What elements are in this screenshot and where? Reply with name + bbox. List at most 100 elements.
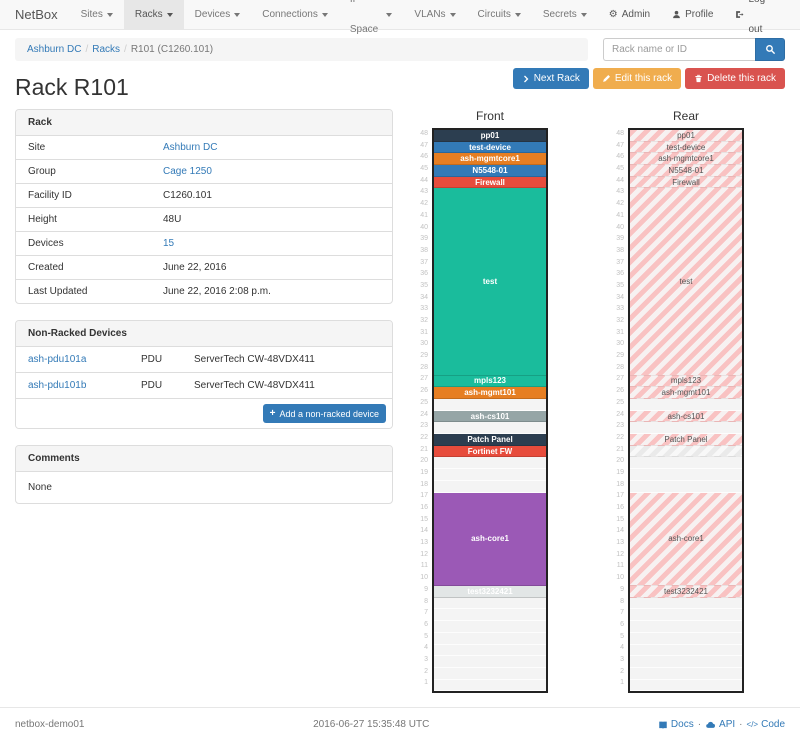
caret-down-icon (580, 12, 587, 17)
attr-label: Height (28, 214, 57, 225)
rack-attr-row: Created June 22, 2016 (16, 256, 392, 280)
nav-item-circuits[interactable]: Circuits (467, 0, 532, 29)
footer-link-api[interactable]: API (705, 719, 735, 730)
front-slot-empty-u1 (434, 679, 546, 692)
unit-number: 22 (616, 433, 624, 441)
attr-value[interactable]: 15 (163, 238, 175, 249)
breadcrumb-item-racks[interactable]: Racks (92, 44, 121, 55)
rear-device-pp01[interactable]: pp01 (630, 130, 742, 142)
rack-attr-row: Site Ashburn DC (16, 136, 392, 160)
front-device-firewall[interactable]: Firewall (434, 176, 546, 189)
breadcrumb-item-ashburn-dc[interactable]: Ashburn DC (27, 44, 82, 55)
attr-value[interactable]: Ashburn DC (163, 142, 218, 153)
nav-item-connections[interactable]: Connections (251, 0, 339, 29)
logout-icon (735, 10, 744, 19)
caret-down-icon (386, 12, 393, 17)
front-device-pp01[interactable]: pp01 (434, 130, 546, 142)
rear-device-n5548-01[interactable]: N5548-01 (630, 165, 742, 177)
user-nav: ⚙Admin Profile Log out (598, 0, 800, 35)
front-slot-empty-u6 (434, 621, 546, 633)
unit-number: 30 (420, 340, 428, 348)
footer-link-separator: · (697, 719, 702, 731)
breadcrumb-separator: / (124, 44, 127, 55)
nav-item-log-out[interactable]: Log out (724, 0, 790, 35)
rear-device-ash-core1[interactable]: ash-core1 (630, 492, 742, 587)
device-name-link[interactable]: ash-pdu101b (28, 380, 87, 391)
unit-number: 33 (420, 305, 428, 313)
rear-device-mpls123[interactable]: mpls123 (630, 375, 742, 388)
front-device-ash-mgmtcore1[interactable]: ash-mgmtcore1 (434, 153, 546, 166)
unit-number: 5 (424, 632, 428, 640)
rear-device-ash-mgmt101[interactable]: ash-mgmt101 (630, 387, 742, 399)
trash-icon (694, 74, 703, 83)
footer-link-docs[interactable]: Docs (658, 719, 694, 730)
rear-device-test[interactable]: test (630, 188, 742, 376)
unit-number: 48 (616, 130, 624, 137)
front-device-test[interactable]: test (434, 188, 546, 376)
rack-elevation-rear: Rear 48 47 46 45 44 43 42 41 40 39 38 37 36 35 34 33 32 3… (610, 109, 744, 694)
add-non-racked-device-button[interactable]: + Add a non-racked device (262, 404, 386, 423)
nav-item-vlans[interactable]: VLANs (403, 0, 466, 29)
unit-number: 10 (420, 574, 428, 582)
unit-number: 31 (420, 328, 428, 336)
attr-value[interactable]: Cage 1250 (163, 166, 212, 177)
edit-this-rack-button[interactable]: Edit this rack (592, 68, 682, 89)
rack-attr-row: Group Cage 1250 (16, 160, 392, 184)
unit-number: 40 (616, 223, 624, 231)
rear-device-ash-cs101[interactable]: ash-cs101 (630, 410, 742, 423)
app-brand[interactable]: NetBox (15, 7, 58, 22)
unit-number: 42 (420, 200, 428, 208)
plus-icon: + (269, 408, 276, 419)
nav-item-racks[interactable]: Racks (123, 0, 184, 29)
unit-number: 39 (616, 235, 624, 243)
nav-item-secrets[interactable]: Secrets (532, 0, 598, 29)
rear-device-ash-mgmtcore1[interactable]: ash-mgmtcore1 (630, 153, 742, 166)
front-slot-empty-u25 (434, 399, 546, 411)
unit-number: 4 (424, 644, 428, 652)
rear-device-patch-panel[interactable]: Patch Panel (630, 434, 742, 446)
attr-value: June 22, 2016 2:08 p.m. (163, 286, 271, 297)
device-type: PDU (141, 354, 163, 365)
unit-number: 31 (616, 328, 624, 336)
front-device-ash-mgmt101[interactable]: ash-mgmt101 (434, 387, 546, 399)
front-slot-empty-u20 (434, 457, 546, 470)
front-device-test-device[interactable]: test-device (434, 141, 546, 154)
front-device-ash-cs101[interactable]: ash-cs101 (434, 410, 546, 423)
front-device-n5548-01[interactable]: N5548-01 (434, 165, 546, 177)
rear-device-test3232421[interactable]: test3232421 (630, 586, 742, 598)
nav-item-devices[interactable]: Devices (184, 0, 252, 29)
rear-slot-empty-u3 (630, 656, 742, 668)
rear-device-u21[interactable] (630, 445, 742, 458)
search-input[interactable] (603, 38, 755, 61)
front-slot-empty-u4 (434, 644, 546, 657)
nav-item-profile[interactable]: Profile (661, 0, 724, 29)
rack-attr-row: Devices 15 (16, 232, 392, 256)
nav-item-sites[interactable]: Sites (70, 0, 124, 29)
unit-number: 28 (616, 363, 624, 371)
front-device-fortinet-fw[interactable]: Fortinet FW (434, 445, 546, 458)
front-device-patch-panel[interactable]: Patch Panel (434, 434, 546, 446)
unit-number: 13 (616, 539, 624, 547)
unit-number: 23 (616, 422, 624, 430)
front-device-test3232421[interactable]: test3232421 (434, 586, 546, 598)
nav-item-ip-space[interactable]: IP Space (339, 0, 404, 35)
front-device-ash-core1[interactable]: ash-core1 (434, 492, 546, 587)
delete-this-rack-button[interactable]: Delete this rack (685, 68, 785, 89)
rear-slot-empty-u1 (630, 679, 742, 692)
caret-down-icon (166, 12, 173, 17)
rear-device-test-device[interactable]: test-device (630, 141, 742, 154)
footer-link-code[interactable]: </> Code (747, 719, 785, 730)
non-racked-footer: + Add a non-racked device (16, 399, 392, 428)
unit-number: 29 (616, 352, 624, 360)
rear-device-firewall[interactable]: Firewall (630, 176, 742, 189)
unit-number: 43 (616, 188, 624, 196)
nav-item-admin[interactable]: ⚙ Admin (598, 0, 661, 29)
front-device-mpls123[interactable]: mpls123 (434, 375, 546, 388)
search-button[interactable] (755, 38, 785, 61)
unit-number: 35 (616, 281, 624, 289)
unit-number: 46 (616, 153, 624, 161)
comments-panel: Comments None (15, 445, 393, 504)
device-name-link[interactable]: ash-pdu101a (28, 354, 87, 365)
next-rack-button[interactable]: Next Rack (512, 68, 589, 89)
front-slot-empty-u23 (434, 422, 546, 435)
